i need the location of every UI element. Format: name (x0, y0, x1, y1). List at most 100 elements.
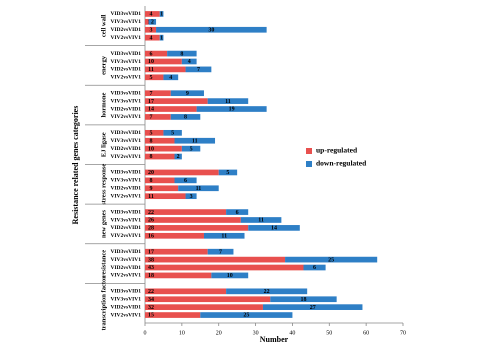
value-label: 5 (226, 170, 229, 176)
value-label: 4 (150, 12, 153, 18)
value-label: 28 (148, 226, 154, 232)
bar-segment (145, 193, 186, 200)
y-tick-label: VIV2vsVIV1 (110, 35, 141, 41)
legend-swatch (306, 148, 312, 154)
bar-segment (226, 209, 249, 215)
value-label: 18 (148, 273, 154, 279)
bar-segment (145, 272, 212, 279)
value-label: 10 (148, 146, 154, 152)
value-label: 8 (150, 154, 153, 160)
y-tick-label: VIV3vsVIV1 (110, 257, 141, 263)
bar-segment (285, 256, 378, 263)
bar-segment (145, 185, 179, 192)
group-label: hormone (100, 92, 107, 117)
y-tick-label: VIV2vsVIV1 (110, 233, 141, 239)
bar-segment (145, 288, 227, 295)
bar-segment (200, 312, 293, 318)
value-label: 43 (148, 265, 154, 271)
group-label: new genes (100, 209, 107, 237)
value-label: 9 (150, 186, 153, 192)
bar-segment (145, 296, 271, 303)
y-tick-label: VID3vsVID1 (110, 130, 141, 136)
y-tick-label: VID3vsVID1 (110, 209, 141, 215)
y-tick-label: VID2vsVID1 (110, 146, 141, 152)
value-label: 11 (192, 138, 198, 144)
bar-segment (167, 50, 197, 57)
x-tick-label: 0 (144, 330, 147, 336)
y-axis-title: Resistance related genes categories (71, 106, 80, 225)
bar-segment (145, 256, 286, 263)
x-tick-label: 50 (326, 330, 332, 336)
bar-segment (178, 185, 219, 192)
bar-segment (145, 137, 175, 144)
value-label: 8 (180, 51, 183, 57)
bar-segment (174, 137, 216, 144)
group-label: stress response (100, 164, 107, 205)
bar-segment (145, 66, 186, 73)
value-label: 22 (148, 210, 154, 216)
bar-segment (148, 19, 157, 25)
x-tick-label: 60 (363, 330, 369, 336)
value-label: 11 (148, 67, 154, 73)
bar-segment (163, 129, 182, 136)
value-label: 30 (208, 27, 214, 33)
y-tick-label: VIV2vsVIV1 (110, 75, 141, 81)
bar-segment (163, 74, 179, 81)
bar-segment (145, 58, 182, 65)
y-tick-label: VIV3vsVIV1 (110, 297, 141, 303)
value-label: 3 (150, 27, 153, 33)
bar-segment (145, 90, 171, 97)
bar-segment (145, 225, 249, 231)
legend-swatch (306, 161, 312, 167)
y-tick-label: VIV2vsVIV1 (110, 154, 141, 160)
group-label: cell wall (100, 14, 107, 37)
bar-segment (145, 106, 197, 112)
y-tick-label: VIV3vsVIV1 (110, 59, 141, 65)
value-label: 14 (148, 107, 154, 113)
bar-segment (181, 145, 201, 152)
bar-segment (218, 169, 238, 176)
value-label: 8 (184, 115, 187, 121)
y-tick-label: VID3vsVID1 (110, 90, 141, 96)
y-tick-label: VID2vsVID1 (110, 225, 141, 231)
y-tick-label: VID2vsVID1 (110, 186, 141, 192)
bar-segment (174, 177, 197, 184)
group-label: resistance (100, 250, 107, 277)
x-axis-title: Number (260, 335, 289, 343)
value-label: 2 (177, 154, 180, 160)
bar-segment (145, 248, 208, 255)
value-label: 17 (148, 249, 154, 255)
bar-segment (303, 264, 326, 271)
value-label: 18 (300, 297, 306, 303)
bar-segment (185, 66, 212, 73)
value-label: 1 (160, 12, 163, 18)
bar-segment (270, 296, 337, 303)
value-label: 11 (221, 233, 227, 239)
value-label: 32 (148, 305, 154, 311)
bar-segment (145, 26, 157, 33)
bar-segment (170, 114, 201, 120)
y-tick-label: VID3vsVID1 (110, 289, 141, 295)
bar-segment (145, 34, 160, 41)
value-label: 20 (148, 170, 154, 176)
bar-segment (145, 264, 304, 271)
value-label: 9 (186, 91, 189, 97)
bar-segment (185, 193, 197, 200)
value-label: 11 (196, 186, 202, 192)
value-label: 4 (188, 59, 191, 65)
bar-segment (145, 114, 171, 120)
x-tick-label: 40 (289, 330, 295, 336)
group-label: transcription factor (100, 276, 107, 331)
value-label: 5 (150, 75, 153, 81)
y-tick-label: VID2vsVID1 (110, 304, 141, 310)
value-label: 6 (184, 178, 187, 184)
bar-segment (226, 288, 308, 295)
y-tick-label: VID2vsVID1 (110, 67, 141, 73)
value-label: 6 (150, 51, 153, 57)
value-label: 8 (150, 138, 153, 144)
bar-segment (145, 74, 164, 81)
value-label: 8 (150, 178, 153, 184)
x-tick-label: 20 (216, 330, 222, 336)
value-label: 16 (148, 233, 154, 239)
